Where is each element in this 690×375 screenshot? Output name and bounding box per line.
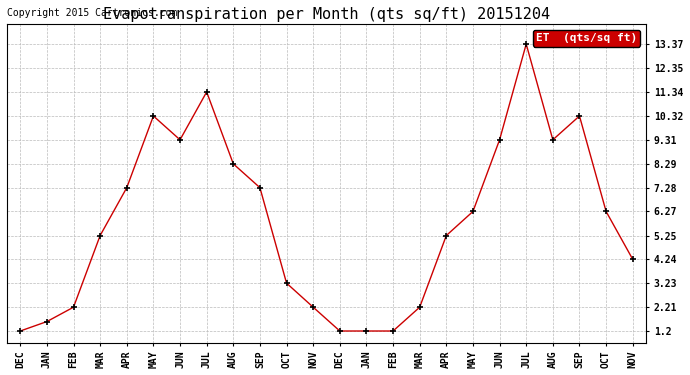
- Legend: ET  (qts/sq ft): ET (qts/sq ft): [533, 30, 640, 47]
- Text: Copyright 2015 Cartronics.com: Copyright 2015 Cartronics.com: [7, 8, 177, 18]
- Title: Evapotranspiration per Month (qts sq/ft) 20151204: Evapotranspiration per Month (qts sq/ft)…: [103, 7, 550, 22]
